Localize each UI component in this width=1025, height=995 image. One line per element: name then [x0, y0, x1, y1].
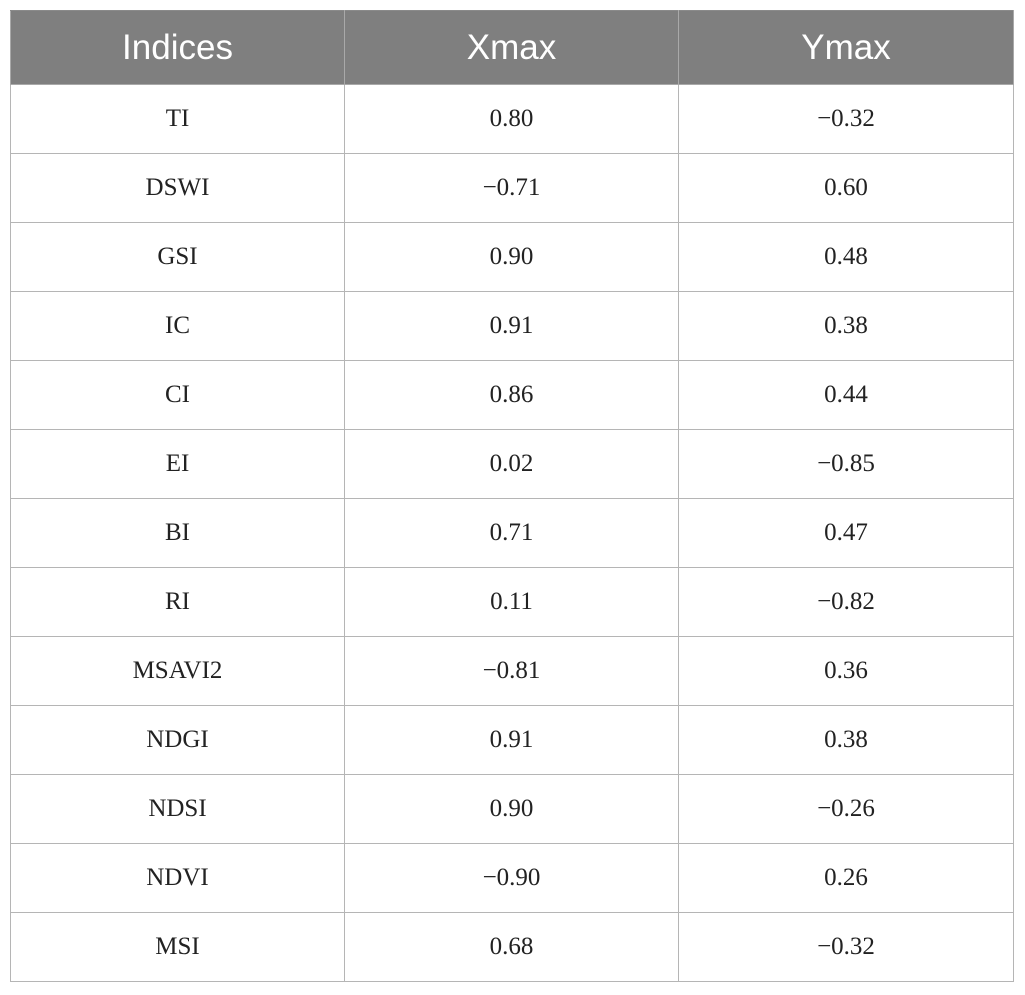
table-row: NDSI 0.90 −0.26 — [10, 774, 1014, 844]
cell-ymax: 0.38 — [678, 705, 1014, 775]
table-row: IC 0.91 0.38 — [10, 291, 1014, 361]
cell-xmax: 0.71 — [344, 498, 679, 568]
cell-xmax: −0.81 — [344, 636, 679, 706]
cell-index-name: NDGI — [10, 705, 345, 775]
header-indices: Indices — [10, 10, 345, 85]
cell-ymax: 0.44 — [678, 360, 1014, 430]
table-row: EI 0.02 −0.85 — [10, 429, 1014, 499]
indices-table-container: Indices Xmax Ymax TI 0.80 −0.32 DSWI −0.… — [10, 10, 1014, 982]
cell-index-name: BI — [10, 498, 345, 568]
cell-index-name: DSWI — [10, 153, 345, 223]
cell-index-name: GSI — [10, 222, 345, 292]
table-row: MSI 0.68 −0.32 — [10, 912, 1014, 982]
table-row: NDVI −0.90 0.26 — [10, 843, 1014, 913]
cell-xmax: −0.90 — [344, 843, 679, 913]
cell-index-name: MSAVI2 — [10, 636, 345, 706]
table-row: NDGI 0.91 0.38 — [10, 705, 1014, 775]
cell-ymax: 0.60 — [678, 153, 1014, 223]
table-row: CI 0.86 0.44 — [10, 360, 1014, 430]
cell-ymax: 0.47 — [678, 498, 1014, 568]
header-row: Indices Xmax Ymax — [10, 10, 1014, 85]
cell-ymax: 0.26 — [678, 843, 1014, 913]
cell-xmax: 0.68 — [344, 912, 679, 982]
cell-ymax: −0.82 — [678, 567, 1014, 637]
cell-ymax: −0.32 — [678, 84, 1014, 154]
cell-index-name: NDVI — [10, 843, 345, 913]
cell-xmax: 0.11 — [344, 567, 679, 637]
cell-xmax: 0.02 — [344, 429, 679, 499]
cell-xmax: −0.71 — [344, 153, 679, 223]
cell-ymax: −0.32 — [678, 912, 1014, 982]
cell-ymax: 0.48 — [678, 222, 1014, 292]
cell-ymax: 0.38 — [678, 291, 1014, 361]
cell-index-name: EI — [10, 429, 345, 499]
cell-index-name: NDSI — [10, 774, 345, 844]
cell-xmax: 0.90 — [344, 774, 679, 844]
cell-index-name: MSI — [10, 912, 345, 982]
table-row: MSAVI2 −0.81 0.36 — [10, 636, 1014, 706]
cell-index-name: TI — [10, 84, 345, 154]
cell-xmax: 0.90 — [344, 222, 679, 292]
cell-xmax: 0.86 — [344, 360, 679, 430]
cell-xmax: 0.91 — [344, 705, 679, 775]
indices-table: Indices Xmax Ymax TI 0.80 −0.32 DSWI −0.… — [10, 10, 1014, 982]
table-row: DSWI −0.71 0.60 — [10, 153, 1014, 223]
table-row: GSI 0.90 0.48 — [10, 222, 1014, 292]
cell-index-name: CI — [10, 360, 345, 430]
cell-ymax: 0.36 — [678, 636, 1014, 706]
cell-index-name: RI — [10, 567, 345, 637]
table-row: RI 0.11 −0.82 — [10, 567, 1014, 637]
cell-xmax: 0.80 — [344, 84, 679, 154]
cell-ymax: −0.26 — [678, 774, 1014, 844]
table-row: TI 0.80 −0.32 — [10, 84, 1014, 154]
cell-index-name: IC — [10, 291, 345, 361]
table-body: TI 0.80 −0.32 DSWI −0.71 0.60 GSI 0.90 0… — [10, 84, 1014, 982]
header-xmax: Xmax — [344, 10, 679, 85]
table-header: Indices Xmax Ymax — [10, 10, 1014, 85]
cell-ymax: −0.85 — [678, 429, 1014, 499]
table-row: BI 0.71 0.47 — [10, 498, 1014, 568]
cell-xmax: 0.91 — [344, 291, 679, 361]
header-ymax: Ymax — [678, 10, 1014, 85]
